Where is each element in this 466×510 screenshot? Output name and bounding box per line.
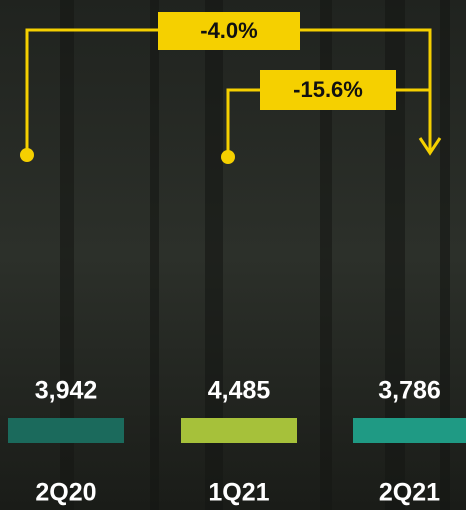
change-label: -15.6%: [293, 77, 363, 102]
start-dot: [221, 150, 235, 164]
period-label: 2Q20: [35, 479, 96, 507]
period-value: 3,786: [378, 377, 441, 405]
period-strip: [8, 418, 124, 443]
period-label: 1Q21: [208, 479, 269, 507]
period-label: 2Q21: [379, 479, 440, 507]
period-value: 4,485: [208, 377, 271, 405]
period-strip: [181, 418, 297, 443]
period-value: 3,942: [35, 377, 98, 405]
change-label: -4.0%: [200, 18, 257, 43]
tree-trunks: [60, 0, 450, 510]
change-box: [260, 70, 396, 110]
period-strip: [353, 418, 466, 443]
change-box: [158, 12, 300, 50]
start-dot: [20, 148, 34, 162]
